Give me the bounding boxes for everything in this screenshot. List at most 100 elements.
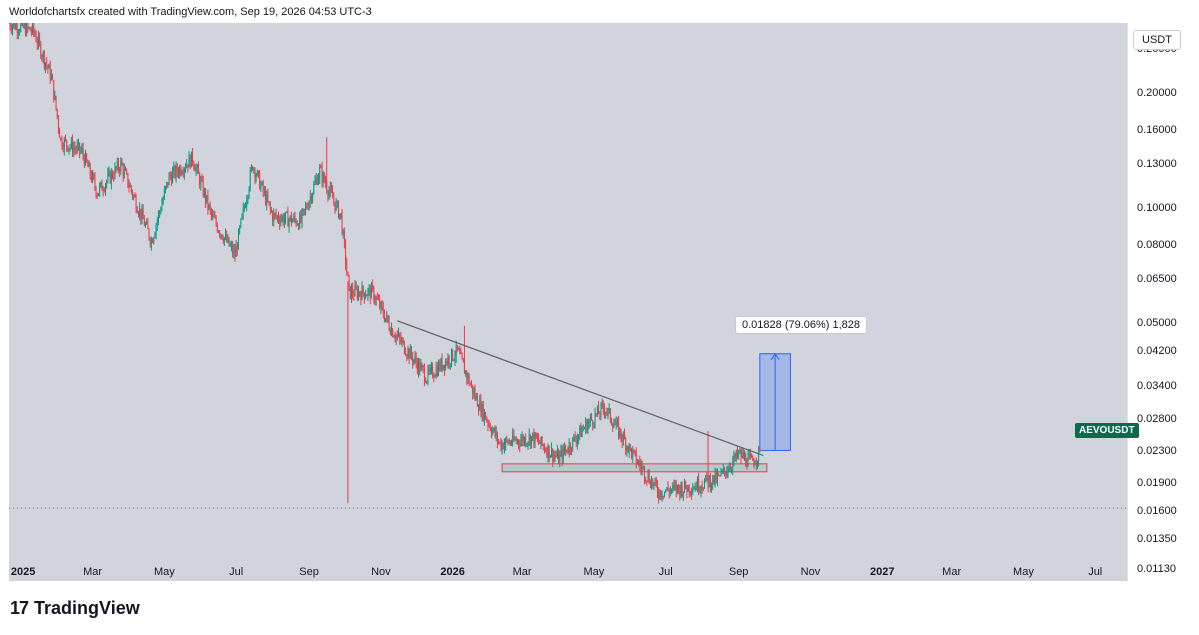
candle-body — [43, 52, 45, 67]
candle-body — [673, 484, 675, 486]
candle-body — [178, 171, 179, 175]
time-axis[interactable]: 2025 Mar May Jul Sep Nov 2026 Mar May Jul Sep Nov 20… — [9, 562, 1127, 581]
candle-body — [261, 182, 263, 185]
candle-body — [462, 358, 464, 363]
candle-body — [9, 23, 11, 28]
candle-body — [248, 188, 250, 197]
candle-body — [263, 190, 265, 192]
candle-body — [54, 96, 56, 100]
candle-body — [115, 166, 117, 169]
candle-body — [218, 231, 219, 233]
candle-body — [105, 184, 106, 191]
candle-body — [717, 474, 718, 482]
candle-body — [542, 444, 544, 447]
candle-body — [340, 213, 342, 215]
candle-body — [384, 315, 385, 321]
candle-body — [407, 349, 409, 356]
candle-body — [341, 213, 343, 234]
price-axis[interactable]: 0.260000.200000.160000.130000.100000.080… — [1127, 23, 1191, 581]
candle-body — [740, 450, 742, 458]
candle-body — [598, 406, 600, 415]
candle-body — [394, 337, 396, 339]
candle-body — [359, 291, 361, 295]
candle-body — [381, 302, 383, 307]
tradingview-logo[interactable]: 17 TradingView — [10, 598, 140, 619]
candle-body — [532, 432, 534, 437]
candle-body — [60, 138, 62, 140]
candle-body — [700, 487, 702, 491]
candle-body — [342, 230, 344, 234]
chart-plot-area[interactable] — [9, 23, 1127, 581]
time-tick-label: Jul — [229, 566, 244, 578]
candle-body — [355, 286, 357, 289]
candle-body — [738, 452, 740, 456]
candle-body — [199, 173, 201, 186]
candle-body — [387, 315, 389, 322]
candle-body — [480, 400, 482, 416]
candle-body — [644, 467, 645, 479]
candle-body — [722, 468, 724, 471]
candle-body — [70, 140, 72, 147]
candle-body — [434, 375, 436, 377]
candle-body — [100, 181, 102, 186]
candle-body — [336, 201, 338, 203]
candle-body — [545, 450, 547, 452]
candle-body — [684, 481, 685, 492]
candle-body — [420, 364, 422, 372]
candle-body — [135, 197, 137, 211]
candle-body — [745, 454, 747, 465]
candle-body — [271, 208, 272, 213]
candle-body — [661, 495, 663, 497]
candle-body — [695, 486, 697, 490]
candle-body — [239, 226, 241, 231]
candle-body — [474, 390, 476, 399]
candle-body — [500, 442, 502, 450]
candle-body — [651, 480, 652, 488]
candle-body — [385, 317, 387, 321]
candle-body — [579, 426, 581, 435]
candle-body — [577, 438, 578, 444]
candle-body — [706, 475, 708, 479]
price-chart-svg[interactable] — [9, 23, 1127, 581]
time-tick-label: May — [153, 566, 175, 578]
candle-body — [215, 217, 217, 225]
candle-body — [496, 432, 498, 442]
price-tick-label: 0.01130 — [1137, 562, 1176, 575]
price-tick-label: 0.08000 — [1137, 238, 1177, 251]
candle-body — [559, 454, 561, 464]
candle-body — [62, 147, 64, 150]
candle-body — [411, 348, 412, 357]
candle-body — [531, 436, 532, 446]
candle-body — [465, 371, 467, 374]
candle-body — [329, 187, 331, 192]
candle-body — [47, 65, 49, 69]
candle-body — [15, 24, 17, 29]
candle-body — [522, 436, 524, 443]
candle-body — [599, 414, 601, 416]
candle-body — [524, 437, 525, 443]
price-tick-label: 0.02800 — [1137, 412, 1177, 425]
time-tick-label: Mar — [512, 566, 532, 578]
candle-body — [28, 27, 30, 29]
candle-body — [436, 367, 438, 376]
candle-body — [380, 302, 382, 308]
candle-body — [519, 443, 521, 446]
candle-body — [114, 166, 116, 178]
candle-body — [473, 390, 475, 395]
currency-selector[interactable]: USDT — [1133, 30, 1181, 50]
candle-body — [612, 424, 614, 428]
candle-body — [274, 213, 276, 215]
candle-body — [282, 216, 284, 224]
candle-body — [509, 441, 511, 444]
candle-body — [138, 212, 139, 215]
candle-body — [94, 177, 96, 188]
candle-body — [393, 336, 395, 338]
candle-body — [207, 195, 209, 209]
candle-body — [433, 376, 435, 378]
candle-body — [402, 340, 404, 342]
candle-body — [468, 375, 470, 385]
candle-body — [285, 212, 286, 219]
candle-body — [358, 291, 359, 298]
candle-body — [742, 452, 744, 459]
price-tick-label: 0.06500 — [1137, 273, 1177, 286]
